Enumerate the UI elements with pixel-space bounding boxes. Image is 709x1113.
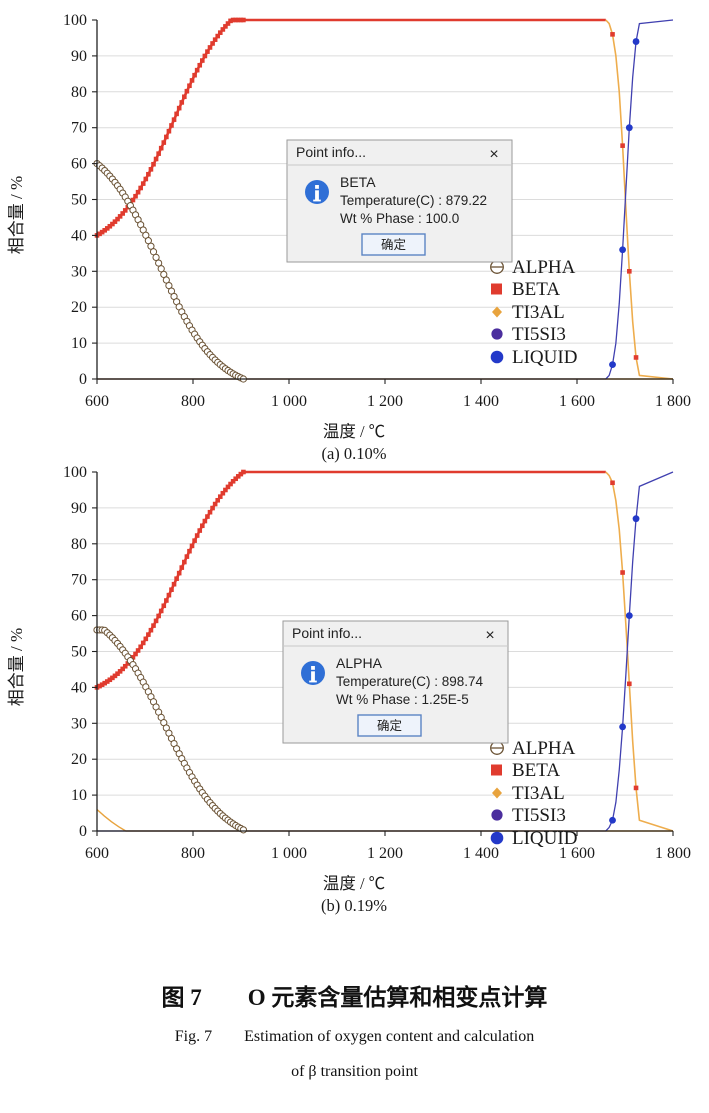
svg-text:BETA: BETA [512, 279, 560, 300]
svg-text:LIQUID: LIQUID [512, 347, 577, 368]
svg-text:BETA: BETA [512, 760, 560, 781]
svg-text:50: 50 [71, 192, 87, 209]
svg-text:1 800: 1 800 [655, 393, 691, 410]
svg-text:Point info...: Point info... [296, 144, 366, 160]
svg-text:Wt % Phase : 1.25E-5: Wt % Phase : 1.25E-5 [336, 692, 469, 707]
svg-text:800: 800 [181, 393, 205, 410]
svg-text:70: 70 [71, 572, 87, 589]
svg-text:80: 80 [71, 84, 87, 101]
svg-text:×: × [489, 146, 498, 163]
svg-text:1 400: 1 400 [463, 845, 499, 862]
svg-text:Temperature(C) : 879.22: Temperature(C) : 879.22 [340, 193, 487, 208]
svg-text:1 000: 1 000 [271, 845, 307, 862]
svg-text:0: 0 [79, 371, 87, 388]
svg-text:10: 10 [71, 787, 87, 804]
svg-text:90: 90 [71, 500, 87, 517]
svg-text:TI5SI3: TI5SI3 [512, 324, 566, 345]
svg-text:1 600: 1 600 [559, 393, 595, 410]
svg-text:TI3AL: TI3AL [512, 783, 565, 804]
svg-text:确定: 确定 [377, 718, 402, 733]
svg-text:TI5SI3: TI5SI3 [512, 805, 566, 826]
svg-text:1 800: 1 800 [655, 845, 691, 862]
svg-text:40: 40 [71, 227, 87, 244]
svg-text:BETA: BETA [340, 174, 376, 190]
svg-text:确定: 确定 [381, 237, 406, 252]
svg-text:×: × [485, 627, 494, 644]
svg-text:Temperature(C) : 898.74: Temperature(C) : 898.74 [336, 674, 484, 689]
svg-text:70: 70 [71, 120, 87, 137]
svg-text:1 200: 1 200 [367, 845, 403, 862]
svg-text:0: 0 [79, 823, 87, 840]
svg-text:Wt % Phase : 100.0: Wt % Phase : 100.0 [340, 211, 459, 226]
svg-text:20: 20 [71, 751, 87, 768]
svg-text:40: 40 [71, 679, 87, 696]
svg-text:1 000: 1 000 [271, 393, 307, 410]
svg-text:100: 100 [63, 464, 87, 481]
svg-text:50: 50 [71, 644, 87, 661]
svg-text:温度 / ℃: 温度 / ℃ [323, 422, 385, 441]
svg-text:90: 90 [71, 48, 87, 65]
svg-text:ALPHA: ALPHA [336, 655, 383, 671]
svg-text:1 200: 1 200 [367, 393, 403, 410]
svg-text:60: 60 [71, 156, 87, 173]
svg-text:600: 600 [85, 393, 109, 410]
svg-text:30: 30 [71, 263, 87, 280]
svg-text:800: 800 [181, 845, 205, 862]
svg-text:ALPHA: ALPHA [512, 257, 576, 278]
svg-text:80: 80 [71, 536, 87, 553]
svg-text:Point info...: Point info... [292, 625, 362, 641]
svg-text:100: 100 [63, 12, 87, 29]
svg-text:(b) 0.19%: (b) 0.19% [321, 896, 387, 915]
svg-text:10: 10 [71, 335, 87, 352]
svg-text:温度 / ℃: 温度 / ℃ [323, 874, 385, 893]
svg-text:1 400: 1 400 [463, 393, 499, 410]
svg-text:60: 60 [71, 608, 87, 625]
svg-text:LIQUID: LIQUID [512, 828, 577, 849]
svg-text:相合量 / %: 相合量 / % [7, 176, 26, 254]
svg-text:相合量 / %: 相合量 / % [7, 628, 26, 706]
svg-text:20: 20 [71, 299, 87, 316]
svg-text:ALPHA: ALPHA [512, 738, 576, 759]
svg-text:TI3AL: TI3AL [512, 302, 565, 323]
svg-text:30: 30 [71, 715, 87, 732]
svg-text:600: 600 [85, 845, 109, 862]
